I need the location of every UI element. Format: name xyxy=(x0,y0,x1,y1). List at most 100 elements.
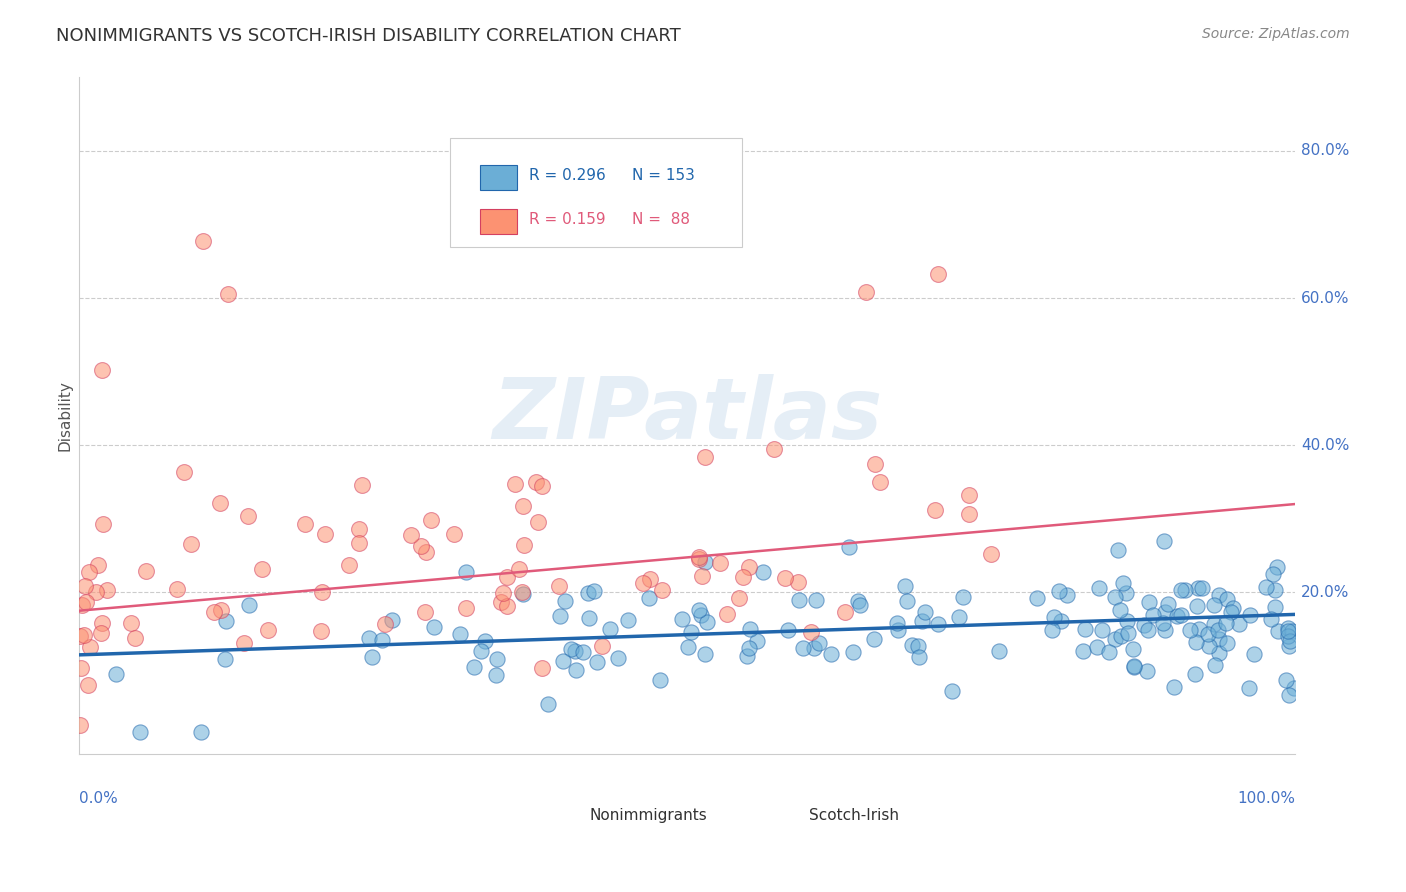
Point xyxy=(752,565,775,579)
Point xyxy=(129,725,152,739)
Point xyxy=(1116,626,1139,640)
Point xyxy=(1153,533,1175,548)
Point xyxy=(1088,582,1111,596)
Point xyxy=(215,615,238,629)
Text: 60.0%: 60.0% xyxy=(1301,291,1350,306)
Point xyxy=(640,572,662,586)
Point xyxy=(1163,680,1185,694)
Point xyxy=(560,642,582,657)
Point xyxy=(1026,591,1049,605)
Point xyxy=(1098,645,1121,659)
FancyBboxPatch shape xyxy=(541,805,578,830)
Text: Nonimmigrants: Nonimmigrants xyxy=(589,807,707,822)
Point xyxy=(763,442,786,456)
Point xyxy=(1265,560,1288,574)
Point xyxy=(1191,581,1213,595)
Point xyxy=(941,683,963,698)
Point xyxy=(1208,623,1230,637)
Point xyxy=(463,660,485,674)
Point xyxy=(91,616,114,631)
Point xyxy=(980,547,1002,561)
Point xyxy=(948,610,970,624)
Point xyxy=(1243,648,1265,662)
Point xyxy=(456,600,478,615)
Text: R = 0.296: R = 0.296 xyxy=(529,168,606,183)
Point xyxy=(209,603,232,617)
Point xyxy=(1239,608,1261,623)
Point xyxy=(651,582,673,597)
Point xyxy=(1281,624,1303,638)
Point xyxy=(1154,605,1177,619)
Point xyxy=(690,607,713,622)
Point xyxy=(617,613,640,627)
Point xyxy=(688,552,710,566)
Point xyxy=(1104,590,1126,604)
Point xyxy=(1137,623,1160,637)
Point xyxy=(1043,610,1066,624)
FancyBboxPatch shape xyxy=(481,209,517,235)
Point xyxy=(508,562,530,576)
Point xyxy=(371,632,394,647)
FancyBboxPatch shape xyxy=(481,165,517,191)
Point xyxy=(1185,599,1208,614)
Point xyxy=(554,594,576,608)
Point xyxy=(988,644,1011,658)
Text: 20.0%: 20.0% xyxy=(1301,585,1350,599)
Point xyxy=(409,539,432,553)
Point xyxy=(1174,583,1197,598)
Point xyxy=(1261,567,1284,582)
Point xyxy=(512,586,534,600)
Point xyxy=(1184,667,1206,681)
Point xyxy=(957,488,980,502)
Point xyxy=(503,476,526,491)
Point xyxy=(495,570,517,584)
Point xyxy=(537,697,560,711)
Point xyxy=(124,631,146,645)
Point xyxy=(510,584,533,599)
Text: 80.0%: 80.0% xyxy=(1301,144,1350,159)
Point xyxy=(578,611,600,625)
Point xyxy=(1142,608,1164,623)
Point xyxy=(894,579,917,593)
Point xyxy=(806,593,828,607)
Point xyxy=(180,537,202,551)
Point xyxy=(1123,660,1146,674)
Y-axis label: Disability: Disability xyxy=(58,380,72,451)
Point xyxy=(73,579,96,593)
Point xyxy=(907,650,929,665)
Point xyxy=(688,602,710,616)
Point xyxy=(606,651,628,665)
Point xyxy=(792,641,814,656)
Point xyxy=(738,640,761,655)
Point xyxy=(1123,659,1146,673)
Point xyxy=(79,640,101,654)
Point xyxy=(1208,632,1230,646)
Point xyxy=(896,594,918,608)
Point xyxy=(1282,681,1305,695)
Point xyxy=(855,285,877,300)
Point xyxy=(250,562,273,576)
Point xyxy=(73,628,96,642)
Point xyxy=(738,559,761,574)
Point xyxy=(564,664,586,678)
Point xyxy=(1170,608,1192,623)
Text: 100.0%: 100.0% xyxy=(1237,791,1295,806)
Point xyxy=(848,598,870,612)
Point xyxy=(957,507,980,521)
Point xyxy=(648,673,671,688)
Point xyxy=(582,584,605,599)
Point xyxy=(1260,612,1282,626)
Point xyxy=(863,457,886,471)
Point xyxy=(800,624,823,639)
Point xyxy=(357,632,380,646)
Point xyxy=(803,641,825,656)
Point xyxy=(842,645,865,659)
Point xyxy=(786,575,808,590)
Point xyxy=(1208,646,1230,660)
Point xyxy=(692,569,714,583)
Point xyxy=(512,538,534,552)
Point xyxy=(1050,615,1073,629)
Text: N = 153: N = 153 xyxy=(633,168,695,183)
Point xyxy=(1109,602,1132,616)
Point xyxy=(886,623,908,637)
